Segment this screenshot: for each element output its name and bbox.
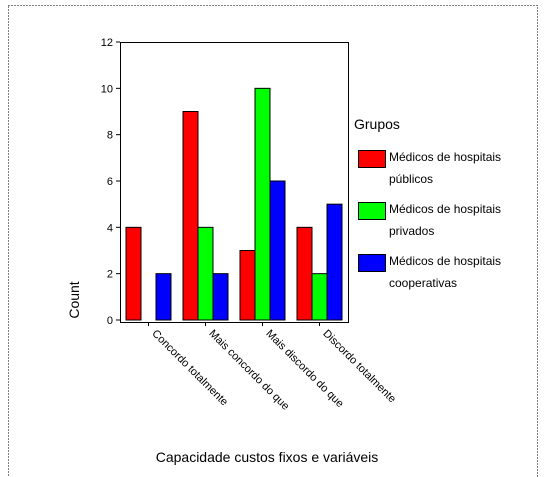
bar (326, 203, 343, 321)
y-tick-label: 8 (107, 130, 113, 142)
bar (296, 226, 313, 321)
legend-swatch (358, 150, 386, 168)
y-tick-label: 12 (101, 37, 113, 49)
legend-item: Médicos de hospitais cooperativas (354, 250, 529, 294)
bar (311, 273, 328, 321)
frame (8, 5, 538, 477)
legend-item: Médicos de hospitais públicos (354, 146, 529, 190)
y-tick-label: 6 (107, 176, 113, 188)
y-axis-title: Count (66, 281, 82, 318)
legend-title: Grupos (354, 116, 400, 132)
legend-swatch (358, 202, 386, 220)
bar (212, 273, 229, 321)
legend-label: Médicos de hospitais privados (389, 202, 502, 238)
x-axis-title: Capacidade custos fixos e variáveis (156, 449, 379, 465)
legend-label: Médicos de hospitais cooperativas (389, 254, 502, 290)
legend-item: Médicos de hospitais privados (354, 198, 529, 242)
y-tick-label: 4 (107, 222, 113, 234)
bar (182, 111, 199, 321)
bar (254, 87, 271, 321)
y-tick-label: 2 (107, 269, 113, 281)
legend-label: Médicos de hospitais públicos (389, 150, 502, 186)
bar (125, 226, 142, 321)
bar (197, 226, 214, 321)
bar (155, 273, 172, 321)
bar (239, 250, 256, 321)
plot-frame (120, 42, 349, 323)
legend-swatch (358, 254, 386, 272)
legend: Grupos Médicos de hospitais públicos Médi… (354, 116, 529, 302)
y-tick-label: 0 (107, 315, 113, 327)
bar (269, 180, 286, 321)
y-tick-label: 10 (101, 83, 113, 95)
